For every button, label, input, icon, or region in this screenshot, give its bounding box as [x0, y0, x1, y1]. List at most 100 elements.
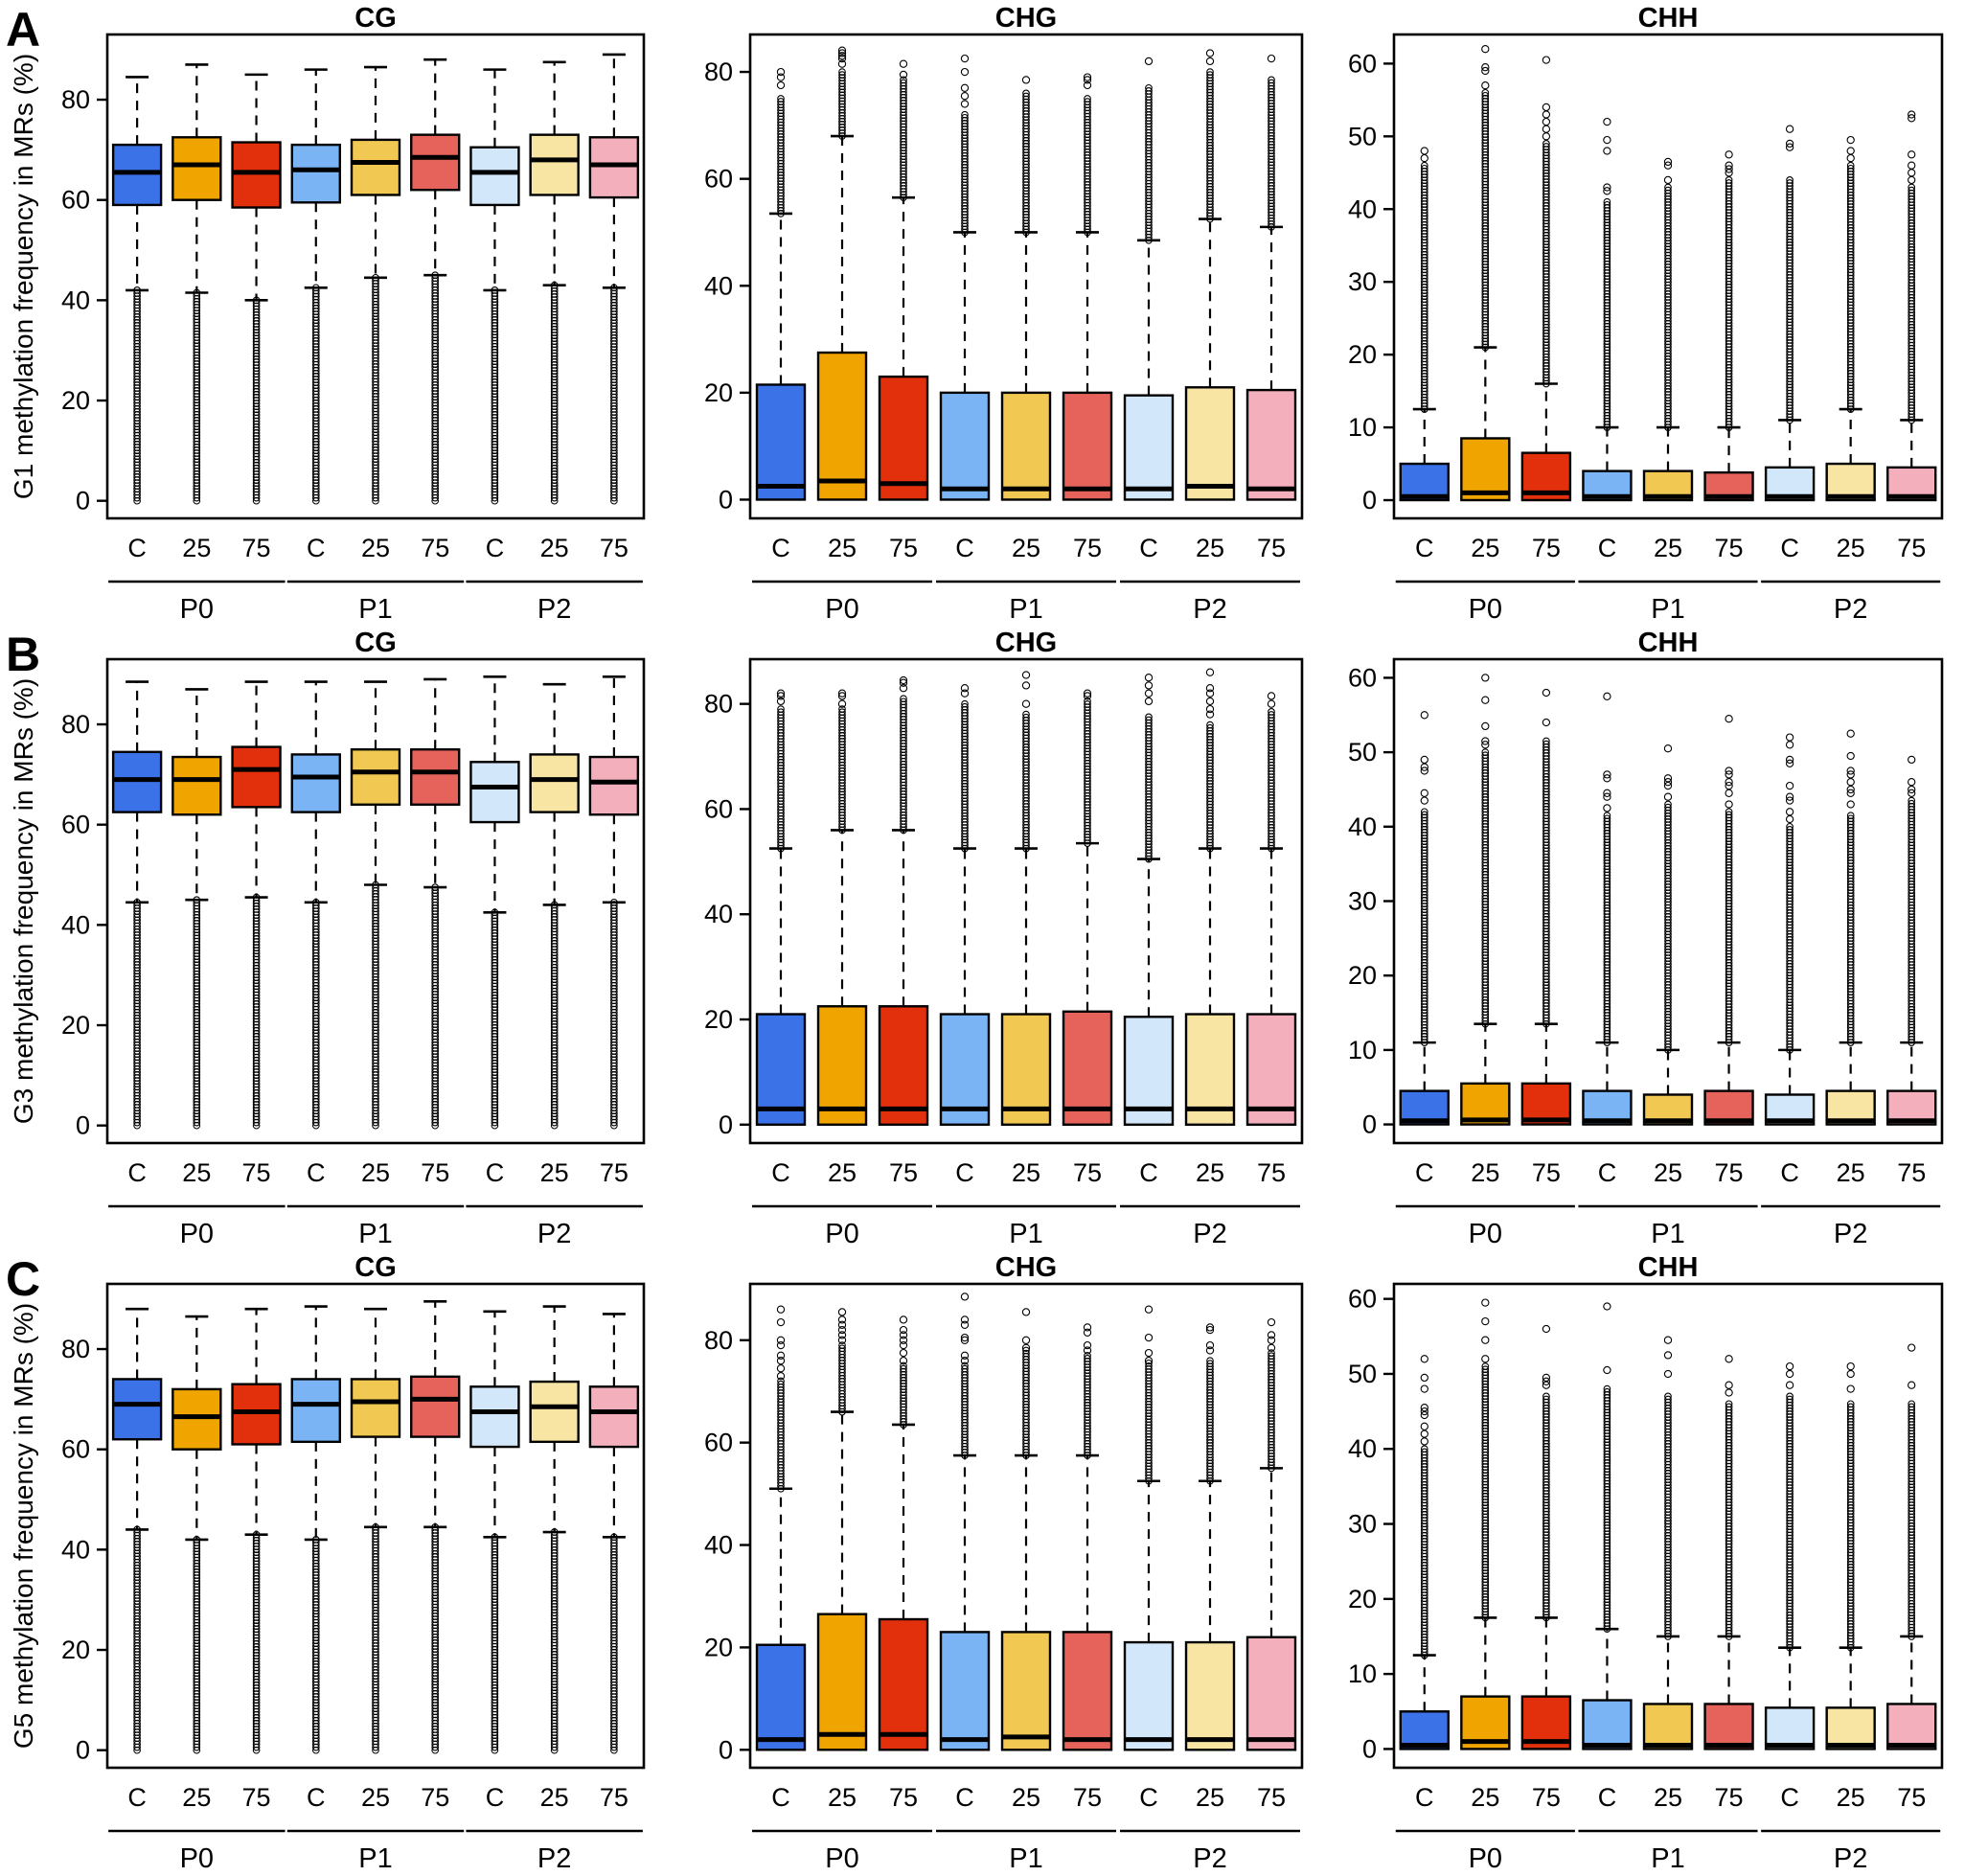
group-label: P1	[1009, 594, 1042, 625]
outlier-column	[1603, 692, 1611, 1046]
box-group	[171, 63, 222, 505]
box-group	[878, 1315, 929, 1751]
outlier-column	[133, 286, 141, 505]
x-axis-labels: C 25 75 C 25 75 C 25 75	[771, 1158, 1286, 1187]
box-group	[1764, 125, 1816, 502]
outlier-column	[1205, 668, 1215, 853]
box-group	[410, 677, 461, 1130]
box	[410, 1375, 461, 1438]
outlier-column	[1908, 1343, 1916, 1640]
svg-text:0: 0	[76, 487, 90, 515]
box-group	[1520, 1324, 1572, 1750]
y-axis-label: G1 methylation frequency in MRs (%)	[9, 54, 38, 499]
x-axis-groups: P0 P1 P2	[1395, 1829, 1941, 1874]
box	[410, 747, 461, 806]
box-group	[1520, 688, 1572, 1126]
box-group	[1000, 1308, 1052, 1751]
panel-c-chg: CHG 0 20 40 60 80 C 25 75 C 25 75 C 25 75 P0 P1 P2	[654, 1249, 1310, 1876]
panel-title: CHG	[995, 628, 1057, 658]
box-group	[1703, 715, 1754, 1126]
svg-text:C: C	[771, 1158, 790, 1187]
outlier-column	[491, 1533, 499, 1754]
outlier-column	[1663, 744, 1673, 1054]
svg-text:75: 75	[600, 534, 628, 562]
group-label: P0	[1469, 1219, 1502, 1249]
svg-text:80: 80	[704, 57, 733, 86]
box	[111, 750, 163, 813]
svg-text:25: 25	[828, 534, 857, 562]
outlier-column	[1908, 755, 1916, 1046]
box-group	[1582, 1302, 1633, 1750]
box	[816, 1613, 868, 1751]
outlier-column	[311, 1536, 320, 1754]
x-axis-labels: C 25 75 C 25 75 C 25 75	[127, 1783, 628, 1812]
svg-text:25: 25	[1837, 1158, 1865, 1187]
svg-text:0: 0	[719, 485, 733, 514]
outlier-column	[1725, 150, 1733, 431]
box-group	[1642, 1336, 1694, 1750]
svg-text:80: 80	[704, 690, 733, 719]
outlier-column	[1908, 110, 1916, 424]
group-label: P1	[1009, 1843, 1042, 1874]
box-group	[1245, 54, 1297, 501]
box-group	[1582, 117, 1633, 502]
box-group	[755, 67, 807, 501]
svg-text:25: 25	[182, 1158, 211, 1187]
svg-text:75: 75	[1715, 534, 1744, 562]
box-group	[111, 680, 163, 1130]
svg-text:60: 60	[61, 811, 90, 839]
svg-text:25: 25	[1012, 1158, 1040, 1187]
box	[350, 1378, 401, 1438]
outlier-column	[1420, 711, 1428, 1046]
boxplot-svg: CG CG5 methylation frequency in MRs (%) 0 2…	[6, 1252, 646, 1874]
box	[529, 1380, 580, 1444]
group-label: P2	[1834, 594, 1867, 625]
outlier-column	[899, 59, 908, 202]
box-group	[350, 1307, 401, 1754]
outlier-column	[1021, 76, 1031, 237]
box-group	[755, 1305, 807, 1751]
box-group	[588, 1313, 640, 1754]
box-group	[1825, 1361, 1876, 1750]
svg-text:60: 60	[704, 165, 733, 194]
box	[1245, 1013, 1297, 1126]
outlier-column	[1542, 1324, 1551, 1622]
box	[1245, 1636, 1297, 1751]
box	[529, 753, 580, 813]
svg-text:C: C	[955, 1158, 974, 1187]
x-axis-groups: P0 P1 P2	[1395, 580, 1941, 625]
svg-text:75: 75	[421, 534, 449, 562]
box-group	[1460, 45, 1511, 502]
outlier-column	[1420, 147, 1428, 413]
svg-text:80: 80	[61, 710, 90, 739]
outlier-column	[1785, 125, 1794, 424]
outlier-column	[1083, 1323, 1092, 1459]
svg-text:40: 40	[1348, 194, 1377, 223]
svg-text:25: 25	[182, 534, 211, 562]
box-group	[1062, 73, 1113, 501]
box	[588, 1385, 640, 1449]
outlier-column	[491, 286, 499, 505]
box	[410, 133, 461, 192]
outlier-column	[1785, 733, 1794, 1054]
box	[939, 1013, 991, 1126]
panel-title: CG	[354, 3, 397, 34]
box-group	[1703, 150, 1754, 502]
svg-text:60: 60	[704, 794, 733, 823]
outlier-column	[1267, 1317, 1276, 1473]
outlier-column	[1083, 689, 1092, 847]
svg-text:40: 40	[61, 286, 90, 314]
svg-text:C: C	[955, 534, 974, 562]
outlier-column	[550, 1528, 559, 1754]
box	[290, 753, 341, 813]
panel-title: CG	[354, 1252, 397, 1283]
box	[1886, 1703, 1937, 1750]
outlier-column	[776, 689, 786, 853]
group-label: P1	[358, 1219, 392, 1249]
box-group	[231, 1307, 282, 1754]
box	[171, 1387, 222, 1451]
svg-text:75: 75	[242, 534, 271, 562]
panel-b-cg: CG B G3 methylation frequency in MRs (%) 0 2…	[0, 625, 654, 1249]
